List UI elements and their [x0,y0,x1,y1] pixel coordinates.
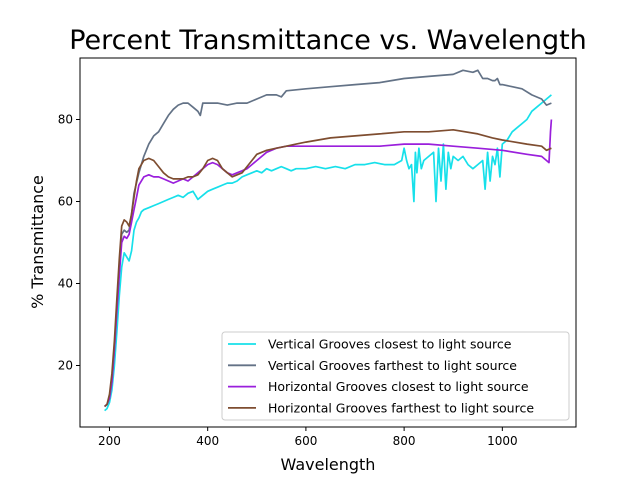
series-line-1 [104,94,552,412]
x-tick-label: 400 [196,434,219,448]
series-line-4 [104,128,552,408]
legend-box [221,331,570,421]
legend-label: Horizontal Grooves closest to light sour… [268,379,529,394]
x-tick-label: 800 [393,434,416,448]
chart-title: Percent Transmittance vs. Wavelength [69,25,587,56]
y-tick-label: 60 [58,195,73,209]
y-tick-label: 40 [58,277,73,291]
y-tick-label: 20 [58,359,73,373]
y-axis-label: % Transmittance [28,175,47,309]
legend-label: Vertical Grooves farthest to light sourc… [268,358,517,373]
y-axis: 20 40 60 80 [58,113,80,373]
legend: Vertical Grooves closest to light source… [221,331,570,421]
x-tick-label: 200 [98,434,121,448]
legend-label: Vertical Grooves closest to light source [268,337,512,352]
x-tick-label: 600 [294,434,317,448]
x-axis: 200 400 600 800 1000 [98,427,518,448]
series-line-3 [104,119,553,408]
x-axis-label: Wavelength [281,455,376,474]
series-layer [104,69,553,412]
y-tick-label: 80 [58,113,73,127]
legend-label: Horizontal Grooves farthest to light sou… [268,400,534,415]
x-tick-label: 1000 [487,434,518,448]
